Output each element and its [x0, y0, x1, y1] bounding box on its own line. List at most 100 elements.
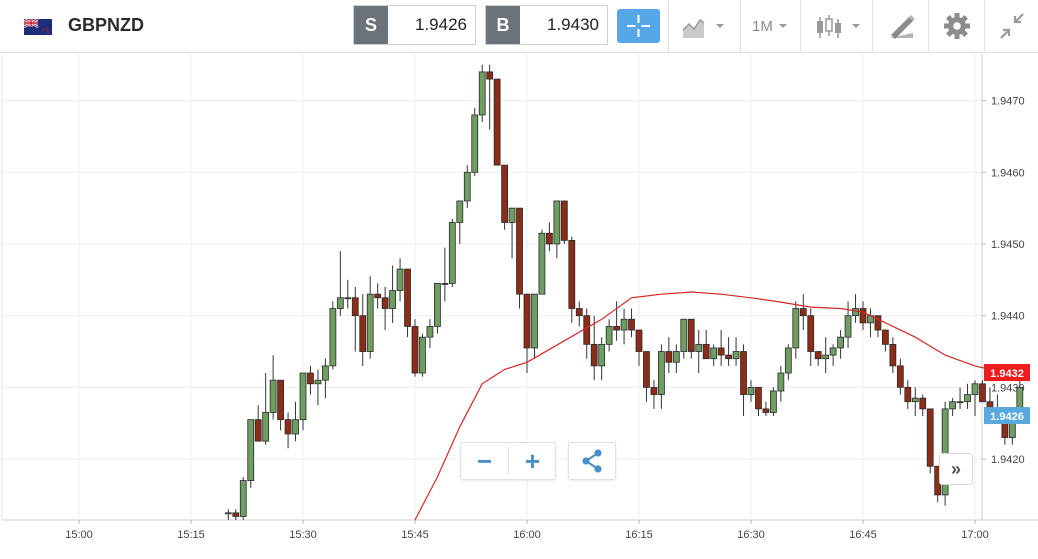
scroll-forward-button[interactable]: »: [939, 453, 973, 485]
moving-average-path: [414, 291, 1028, 521]
zoom-in-button[interactable]: +: [524, 446, 541, 476]
candlestick-icon: [817, 15, 860, 38]
candle-body: [531, 293, 538, 349]
crosshair-button[interactable]: [617, 9, 660, 43]
candle-body: [814, 351, 822, 360]
candle-body: [307, 372, 314, 385]
draw-tool-icon: [889, 15, 915, 39]
candle-body: [882, 329, 889, 345]
buy-button[interactable]: B 1.9430: [485, 5, 608, 45]
candle-body: [837, 336, 844, 349]
candle-body: [979, 383, 986, 403]
candle-body: [822, 354, 830, 360]
moving-average-line: [414, 291, 1028, 521]
last-price-tag: [984, 364, 1030, 382]
candle-body: [396, 268, 404, 291]
candle-body: [904, 386, 912, 403]
candle-body: [277, 379, 284, 421]
candle-body: [299, 372, 307, 421]
candle-body: [538, 232, 546, 295]
candle-body: [448, 222, 456, 284]
collapse-icon: [1000, 13, 1024, 39]
last-price-label: 1.9432: [990, 368, 1024, 380]
buy-price: 1.9430: [547, 15, 599, 34]
candle-body: [411, 326, 419, 374]
candle-body: [971, 383, 979, 395]
candle-body: [419, 336, 426, 374]
instrument-symbol: GBPNZD: [68, 15, 144, 35]
gear-icon: [944, 13, 970, 39]
y-axis: 1.9420 1.9430 1.9440 1.9450 1.9460 1.9470: [982, 96, 1025, 466]
price-labels: 1.9432 1.9426: [984, 364, 1030, 425]
sell-price: 1.9426: [415, 15, 467, 34]
candle-body: [583, 315, 591, 345]
y-tick-label: 1.9470: [991, 96, 1025, 108]
candle-body: [911, 397, 919, 403]
settings-button[interactable]: [928, 0, 984, 53]
candle-body: [441, 283, 449, 285]
candle-body: [620, 318, 628, 331]
candle-body: [314, 379, 322, 385]
share-button[interactable]: [568, 442, 616, 480]
toolbar: GBPNZD S 1.9426 B 1.9430 1M: [0, 0, 1038, 53]
zoom-divider: [508, 447, 509, 475]
candle-body: [852, 308, 859, 317]
candle-body: [508, 207, 516, 223]
candle-body: [695, 343, 703, 352]
collapse-button[interactable]: [984, 0, 1038, 53]
y-tick-label: 1.9440: [991, 311, 1025, 323]
candle-body: [381, 297, 389, 309]
buy-label: B: [486, 6, 520, 44]
chevron-down-icon: [779, 24, 787, 28]
candle-body: [553, 200, 561, 245]
candle-body: [598, 343, 606, 367]
candle-body: [292, 419, 299, 435]
drawing-tools-button[interactable]: [872, 0, 928, 53]
candle-body: [560, 200, 568, 241]
chart-type-dropdown[interactable]: [668, 0, 740, 53]
candle-body: [889, 343, 897, 367]
candle-body: [747, 386, 755, 395]
candle-body: [941, 408, 949, 496]
candle-body: [792, 308, 800, 349]
crosshair-icon: [627, 15, 650, 37]
candle-body: [665, 351, 673, 363]
sell-label: S: [354, 6, 388, 44]
candle-body: [232, 512, 240, 517]
candle-body: [486, 71, 494, 80]
candle-body: [284, 419, 292, 435]
candle-body: [463, 171, 471, 202]
candle-body: [680, 318, 688, 352]
candle-body: [628, 318, 635, 331]
timeframe-dropdown[interactable]: 1M: [740, 0, 800, 53]
candle-body: [344, 297, 352, 300]
zoom-out-button[interactable]: −: [476, 446, 493, 476]
candles-dropdown[interactable]: [800, 0, 872, 53]
candle-body: [717, 347, 725, 356]
candle-body: [702, 343, 710, 360]
candle-body: [643, 351, 650, 388]
candle-body: [224, 512, 232, 515]
sell-price-tag: [984, 407, 1030, 425]
sell-price-label: 1.9426: [990, 411, 1024, 423]
candle-body: [389, 290, 396, 309]
sell-button[interactable]: S 1.9426: [353, 5, 476, 45]
candle-body: [755, 386, 762, 410]
candle-body: [523, 293, 531, 349]
candle-body: [829, 347, 837, 356]
candle-body: [359, 315, 367, 352]
timeframe-label: 1M: [752, 18, 773, 35]
zoom-controls: − +: [460, 442, 556, 480]
y-tick-label: 1.9430: [991, 382, 1025, 394]
x-tick-label: 15:30: [289, 529, 317, 541]
area-chart-icon: [682, 18, 724, 38]
y-tick-label: 1.9450: [991, 239, 1025, 251]
candle-body: [329, 308, 337, 367]
candle-body: [613, 326, 620, 331]
candle-body: [926, 408, 934, 467]
x-tick-label: 16:15: [625, 529, 653, 541]
candle-body: [568, 239, 576, 309]
candle-body: [493, 78, 501, 166]
x-tick-label: 16:45: [849, 529, 877, 541]
candle-body: [262, 412, 270, 442]
